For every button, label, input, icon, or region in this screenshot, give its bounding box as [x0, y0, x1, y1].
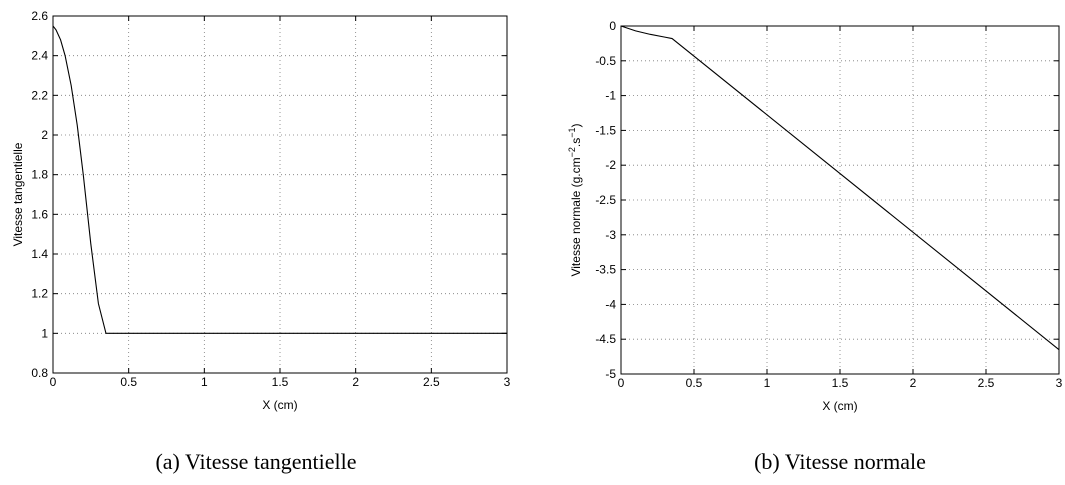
- chart-b-series-line: [620, 25, 1060, 351]
- chart-b-y-tick-label: -3.5: [595, 263, 616, 277]
- chart-a-caption: (a) Vitesse tangentielle: [155, 449, 356, 474]
- chart-a-grid: [53, 16, 507, 373]
- chart-b-y-tick-label: 0: [609, 19, 616, 33]
- chart-b-x-tick-label: 1.5: [832, 376, 849, 390]
- chart-b-y-label-part-1: Vitesse normale (g.cm: [569, 157, 583, 276]
- chart-a-y-tick-label: 2: [41, 128, 48, 142]
- chart-b-y-tick-label: -4: [605, 297, 616, 311]
- chart-b-x-axis-label: X (cm): [822, 399, 857, 413]
- chart-a-x-tick-label: 1.5: [272, 375, 289, 389]
- chart-b-y-tick-label: -1.5: [595, 123, 616, 137]
- chart-a-y-tick-label: 2.4: [31, 49, 48, 63]
- chart-b-y-label-part-2: .s: [569, 138, 583, 147]
- chart-a-axes-frame: [52, 15, 508, 374]
- chart-b-y-tick-label: -2.5: [595, 193, 616, 207]
- chart-b-x-tick-label: 0.5: [686, 376, 703, 390]
- chart-b-x-tick-label: 2.5: [978, 376, 995, 390]
- chart-a-x-tick-label: 2: [352, 375, 359, 389]
- chart-a-x-tick-label: 3: [504, 375, 511, 389]
- chart-b-x-tick-label: 3: [1056, 376, 1063, 390]
- chart-a-x-axis-label: X (cm): [262, 398, 297, 412]
- chart-a-series-line: [52, 25, 507, 334]
- chart-a-x-tick-label: 2.5: [423, 375, 440, 389]
- chart-a-x-tick-label: 1: [201, 375, 208, 389]
- chart-b-series-layer: [620, 25, 1060, 351]
- chart-panel-a: 0 0.5 1 1.5 2 2.5 30.811.21.41.61.822.22.42.6 …: [11, 9, 511, 474]
- chart-b-y-tick-label: -0.5: [595, 54, 616, 68]
- chart-b-y-tick-label: -5: [605, 367, 616, 381]
- chart-b-y-label-part-3: ): [569, 123, 583, 127]
- chart-b-y-tick-label: -3: [605, 228, 616, 242]
- chart-a-ticks: 0 0.5 1 1.5 2 2.5 3 0.8 1 1.2 1.4 1.6 1.8 2 2.2 2.4 2.6: [31, 9, 510, 389]
- chart-b-caption: (b) Vitesse normale: [754, 449, 926, 474]
- chart-a-y-tick-label: 1.4: [31, 247, 48, 261]
- chart-b-y-axis-label: Vitesse normale (g.cm−2.s−1): [567, 123, 583, 276]
- chart-a-y-tick-label: 0.8: [31, 366, 48, 380]
- chart-b-ticks: 0 0.5 1 1.5 2 2.5 3 0 -0.5 -1 -1.5 -2 -2.5 -3 -3.5 -4 -4…: [595, 19, 1062, 390]
- chart-b-y-tick-label: -2: [605, 158, 616, 172]
- chart-a-y-tick-label: 1.2: [31, 287, 48, 301]
- chart-b-grid: [621, 26, 1059, 374]
- chart-a-y-tick-label: 1: [41, 326, 48, 340]
- chart-b-y-tick-label: -4.5: [595, 332, 616, 346]
- chart-panel-b: 0 0.5 1 1.5 2 2.5 3 0 -0.5 -1 -1.5 -2 -2.5 -3 -3.5 -4 -4…: [567, 19, 1063, 474]
- chart-b-y-label-sup-2: −1: [567, 127, 577, 137]
- chart-a-y-tick-label: 2.2: [31, 88, 48, 102]
- chart-a-y-axis-label: Vitesse tangentielle: [11, 142, 25, 246]
- chart-a-y-tick-label: 2.6: [31, 9, 48, 23]
- chart-a-x-tick-label: 0: [50, 375, 57, 389]
- chart-b-x-tick-label: 0: [618, 376, 625, 390]
- chart-a-series-layer: [52, 25, 507, 334]
- chart-b-y-tick-label: -1: [605, 89, 616, 103]
- chart-a-y-tick-label: 1.6: [31, 207, 48, 221]
- chart-b-x-tick-label: 2: [910, 376, 917, 390]
- chart-a-x-tick-label: 0.5: [120, 375, 137, 389]
- chart-b-x-tick-label: 1: [764, 376, 771, 390]
- chart-b-y-label-sup-1: −2: [567, 147, 577, 157]
- chart-a-y-tick-label: 1.8: [31, 168, 48, 182]
